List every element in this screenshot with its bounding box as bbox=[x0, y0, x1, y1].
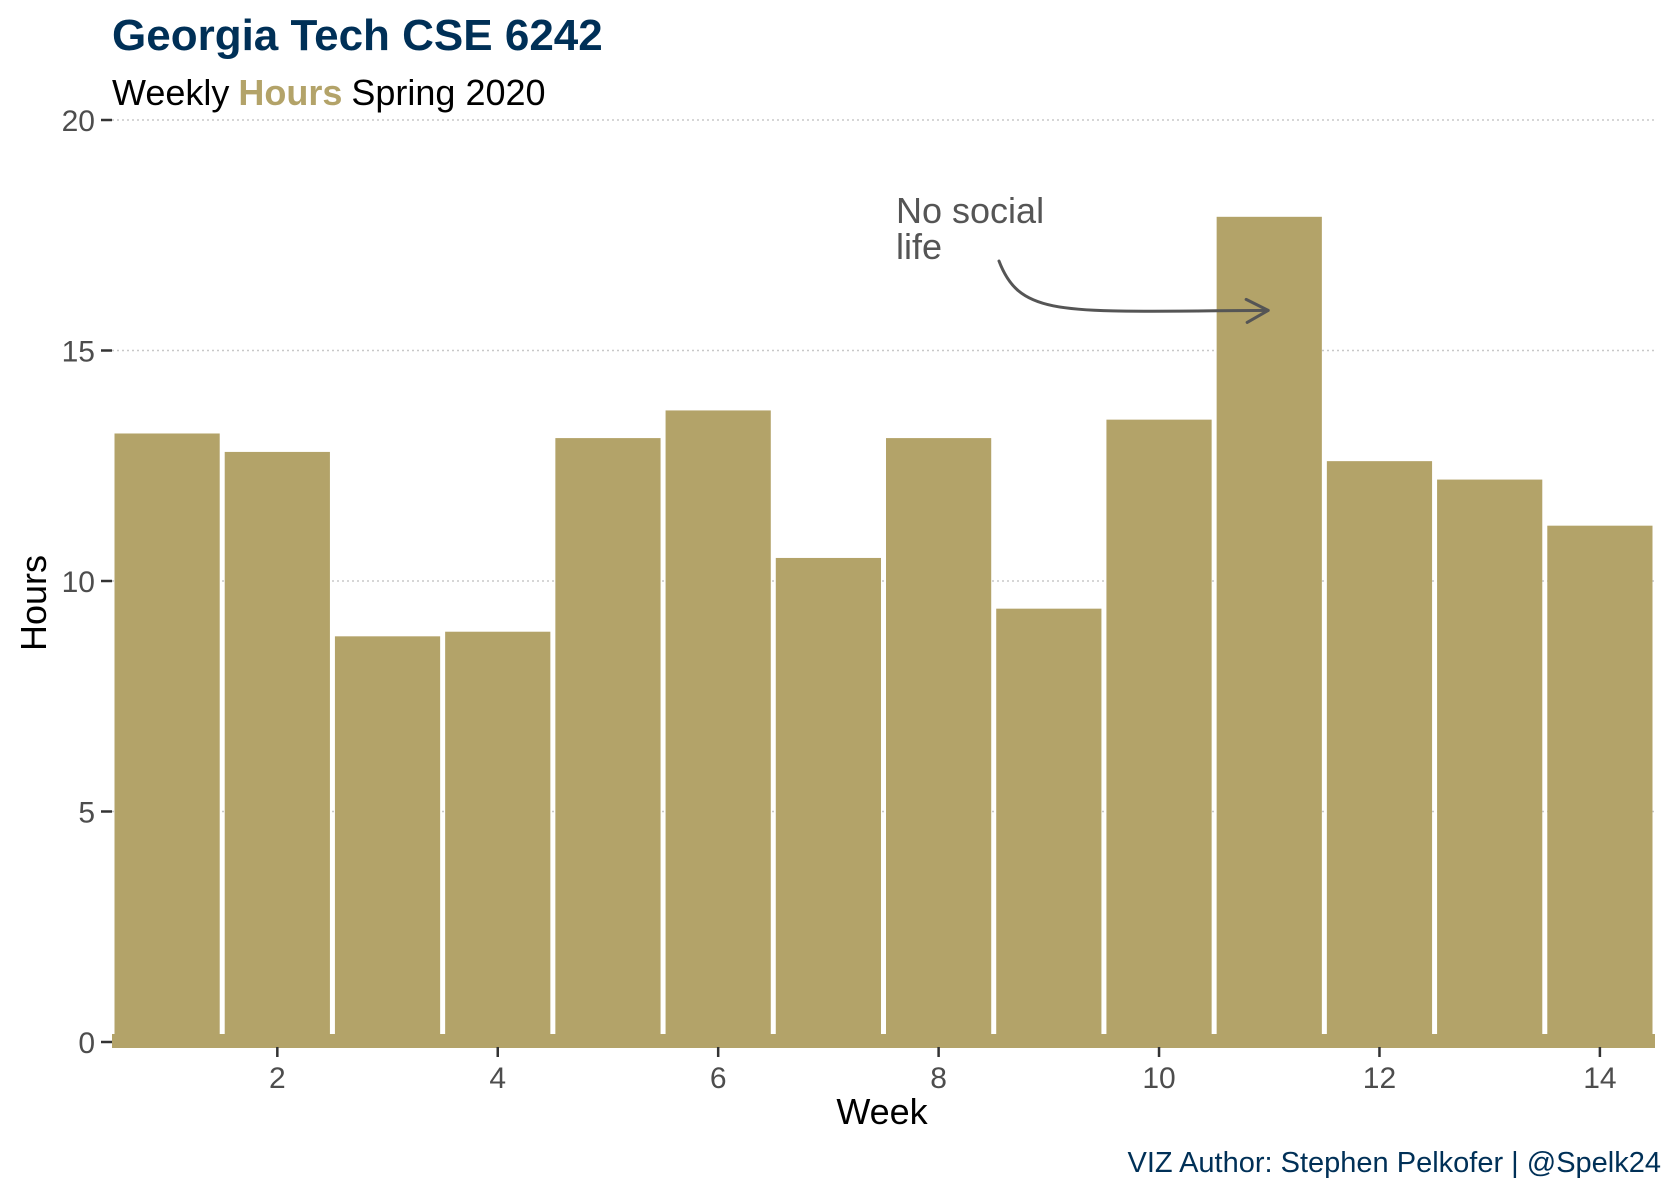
y-tick-label: 0 bbox=[78, 1027, 95, 1060]
annotation-arrowhead bbox=[1244, 297, 1270, 324]
bar-week-6 bbox=[665, 410, 771, 1042]
bars bbox=[114, 216, 1653, 1043]
chart-title: Georgia Tech CSE 6242 bbox=[112, 11, 603, 60]
x-tick-label: 2 bbox=[269, 1062, 286, 1095]
x-tick-label: 10 bbox=[1142, 1062, 1175, 1095]
annotation-line: life bbox=[896, 226, 942, 267]
y-axis: 0 5 10 15 20 bbox=[62, 105, 112, 1060]
bar-week-7 bbox=[775, 557, 881, 1042]
annotation: No social life bbox=[896, 190, 1270, 324]
bar-week-13 bbox=[1437, 479, 1543, 1043]
bar-week-4 bbox=[445, 631, 551, 1042]
annotation-text: No social life bbox=[896, 190, 1044, 267]
bar-week-5 bbox=[555, 438, 661, 1043]
y-tick-label: 15 bbox=[62, 336, 95, 369]
bar-week-14 bbox=[1547, 525, 1653, 1042]
x-tick-label: 4 bbox=[489, 1062, 506, 1095]
annotation-line: No social bbox=[896, 190, 1044, 231]
bar-week-1 bbox=[114, 433, 220, 1043]
x-axis-title: Week bbox=[836, 1091, 928, 1132]
bar-week-11 bbox=[1216, 216, 1322, 1042]
x-axis: 2 4 6 8 10 12 14 bbox=[269, 1047, 1617, 1095]
y-tick-label: 20 bbox=[62, 105, 95, 138]
y-tick-label: 5 bbox=[78, 797, 95, 830]
chart-subtitle: Weekly Hours Spring 2020 bbox=[112, 72, 546, 113]
bar-week-9 bbox=[996, 608, 1102, 1042]
chart-caption: VIZ Author: Stephen Pelkofer | @Spelk24 bbox=[1128, 1147, 1662, 1179]
annotation-arrow bbox=[997, 259, 1270, 313]
bar-week-10 bbox=[1106, 419, 1212, 1042]
subtitle-highlight: Hours bbox=[238, 72, 342, 113]
x-tick-label: 12 bbox=[1363, 1062, 1396, 1095]
y-tick-label: 10 bbox=[62, 566, 95, 599]
bar-week-2 bbox=[224, 451, 330, 1042]
x-tick-label: 8 bbox=[930, 1062, 947, 1095]
bar-week-3 bbox=[334, 636, 441, 1042]
subtitle-part: Weekly bbox=[112, 72, 229, 113]
bar-week-12 bbox=[1326, 461, 1433, 1042]
bar-week-8 bbox=[886, 438, 992, 1043]
baseline-strip bbox=[112, 1034, 1655, 1048]
y-axis-title: Hours bbox=[13, 555, 54, 651]
x-tick-label: 14 bbox=[1583, 1062, 1616, 1095]
x-tick-label: 6 bbox=[710, 1062, 727, 1095]
subtitle-part: Spring 2020 bbox=[351, 72, 545, 113]
